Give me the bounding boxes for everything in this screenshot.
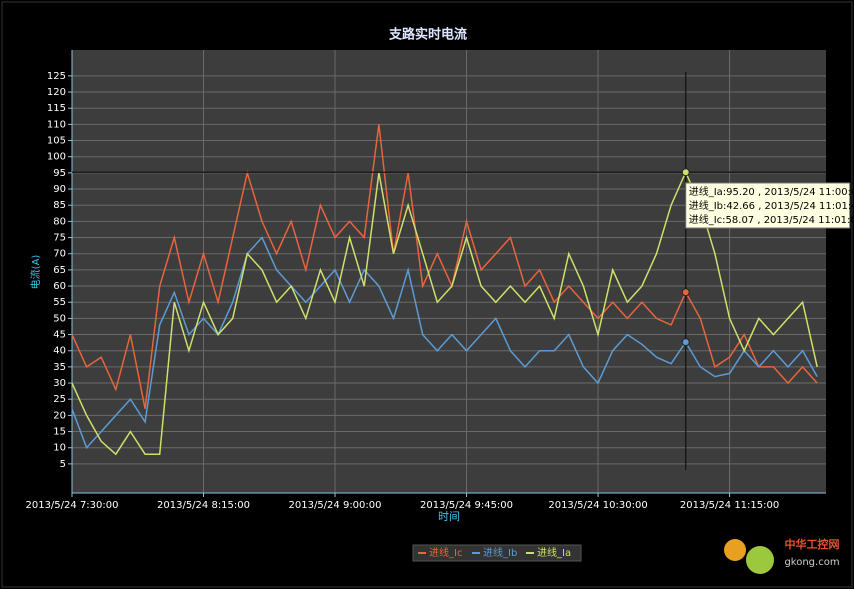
watermark-gear <box>724 539 746 561</box>
tooltip-marker <box>681 338 690 347</box>
y-tick-label: 15 <box>53 427 66 438</box>
y-tick-label: 35 <box>53 362 66 373</box>
y-tick-label: 65 <box>53 265 66 276</box>
x-tick-label: 2013/5/24 9:45:00 <box>420 500 513 511</box>
chart-title: 支路实时电流 <box>388 27 467 43</box>
y-tick-label: 20 <box>53 410 66 421</box>
y-tick-label: 85 <box>53 200 66 211</box>
x-tick-label: 2013/5/24 11:15:00 <box>680 500 779 511</box>
series-line <box>71 124 818 410</box>
watermark: 中华工控网 gkong.com <box>724 537 840 574</box>
y-tick-label: 10 <box>53 443 66 454</box>
tooltip-box <box>685 182 851 229</box>
y-tick-label: 100 <box>47 152 66 163</box>
y-tick-label: 120 <box>47 87 66 98</box>
watermark-text: 中华工控网 <box>785 537 840 551</box>
y-tick-label: 50 <box>53 313 66 324</box>
tooltip-marker <box>681 288 690 297</box>
y-tick-label: 45 <box>53 330 66 341</box>
y-tick-label: 75 <box>53 233 66 244</box>
legend-label: 进线_Ib <box>483 546 517 559</box>
y-tick-label: 90 <box>53 184 66 195</box>
y-tick-label: 105 <box>47 136 66 147</box>
y-tick-label: 115 <box>47 103 66 114</box>
y-tick-label: 25 <box>53 394 66 405</box>
watermark-gear <box>746 546 774 574</box>
plot-area <box>72 50 826 493</box>
x-tick-label: 2013/5/24 7:30:00 <box>25 500 118 511</box>
y-axis-label: 电流(A) <box>29 255 42 290</box>
legend-box <box>412 544 582 562</box>
y-tick-label: 110 <box>47 119 66 130</box>
x-tick-label: 2013/5/24 9:00:00 <box>289 500 382 511</box>
y-tick-label: 30 <box>53 378 66 389</box>
tooltip-marker <box>681 168 690 177</box>
x-axis-label: 时间 <box>438 510 460 523</box>
y-tick-label: 95 <box>53 168 66 179</box>
y-tick-label: 80 <box>53 216 66 227</box>
legend-label: 进线_Ic <box>429 546 462 559</box>
y-tick-label: 55 <box>53 297 66 308</box>
y-tick-label: 40 <box>53 346 66 357</box>
watermark-text: gkong.com <box>784 557 839 568</box>
y-tick-label: 70 <box>53 249 66 260</box>
tooltip-text: 进线_Ic:58.07 , 2013/5/24 11:01:00 <box>689 213 854 226</box>
x-tick-label: 2013/5/24 10:30:00 <box>548 500 647 511</box>
tooltip-text: 进线_Ib:42.66 , 2013/5/24 11:01:00 <box>689 199 854 212</box>
legend-label: 进线_Ia <box>537 546 571 559</box>
x-tick-label: 2013/5/24 8:15:00 <box>157 500 250 511</box>
y-tick-label: 5 <box>60 459 66 470</box>
y-tick-label: 125 <box>47 71 66 82</box>
y-tick-label: 60 <box>53 281 66 292</box>
tooltip-text: 进线_Ia:95.20 , 2013/5/24 11:00:00 <box>689 185 854 198</box>
